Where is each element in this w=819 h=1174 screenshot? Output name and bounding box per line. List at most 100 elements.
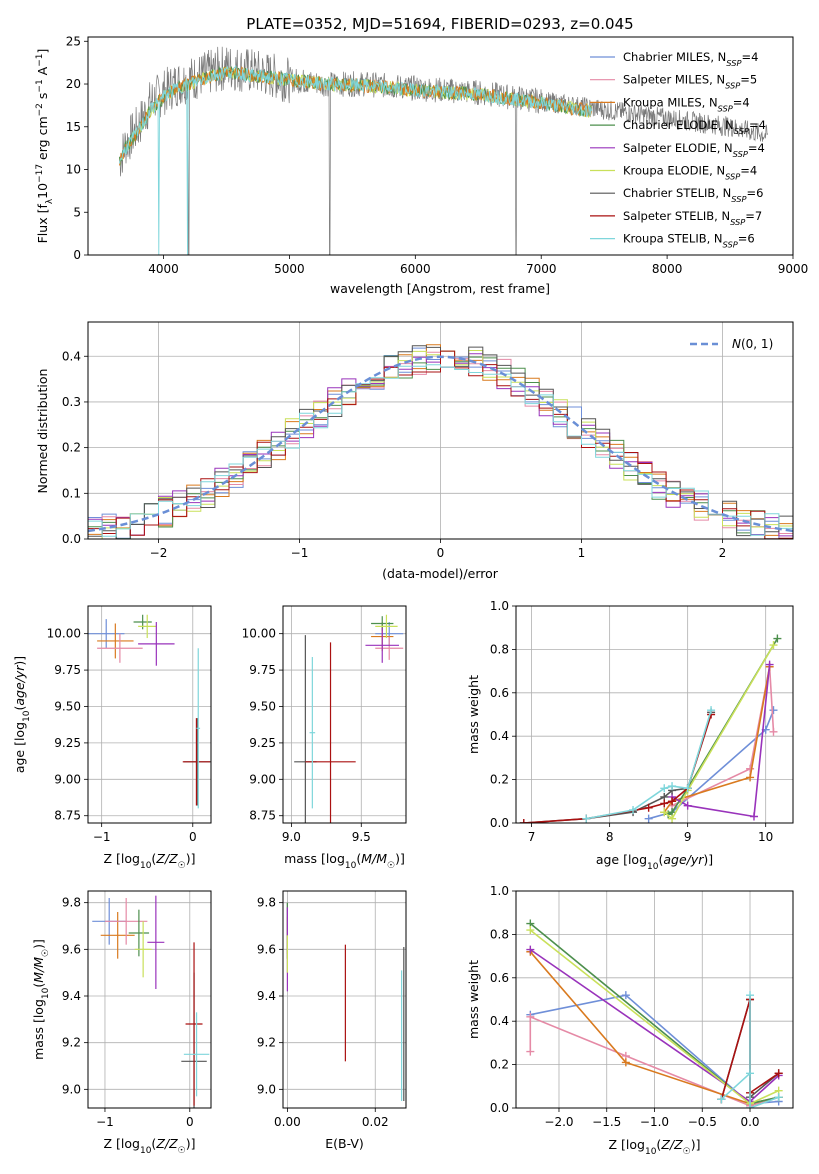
y-tick-label: 9.25: [249, 736, 276, 750]
label-part: (: [151, 1136, 156, 1151]
weight-line: [586, 709, 712, 820]
x-tick-label: 9.5: [352, 830, 371, 844]
x-axis-label: Z [log10(Z/Z☉)]: [609, 1137, 701, 1157]
legend-entry: Kroupa MILES, NSSP=4: [623, 95, 750, 113]
label-part: erg cm: [35, 116, 50, 164]
label-part: mass weight: [466, 960, 481, 1039]
label-part: )]: [186, 1136, 196, 1151]
label-part: Flux [f: [35, 204, 50, 244]
plot-area: [119, 46, 768, 255]
label-part: SSP: [733, 149, 748, 159]
legend-entry: Salpeter MILES, NSSP=5: [623, 73, 757, 91]
y-tick-label: 9.0: [257, 1082, 276, 1096]
weight-marker: [660, 799, 669, 808]
weight-marker: [774, 1093, 783, 1102]
plot-area: [286, 902, 405, 1101]
y-tick-label: 0.2: [490, 1058, 509, 1072]
legend-entry: Salpeter ELODIE, NSSP=4: [623, 141, 765, 159]
weight-marker: [629, 805, 638, 814]
label-part: ☉: [178, 1146, 186, 1156]
label-part: Z/Z: [155, 1136, 178, 1151]
x-tick-label: 7000: [526, 262, 557, 276]
axes-frame: [282, 890, 407, 1109]
x-axis-label: E(B-V): [325, 1136, 364, 1151]
y-tick-label: 9.75: [54, 663, 81, 677]
y-tick-label: 10: [66, 163, 81, 177]
legend-entry: Chabrier STELIB, NSSP=6: [623, 186, 763, 204]
label-part: (: [658, 852, 663, 867]
weight-marker: [526, 1047, 535, 1056]
label-part: Kroupa ELODIE, N: [623, 164, 725, 178]
y-axis-label: Flux [fλ10−17 erg cm−2 s−1 A−1]: [35, 49, 55, 244]
label-part: M/M: [31, 957, 46, 983]
y-tick-label: 0.0: [490, 816, 509, 830]
x-tick-label: 4000: [148, 262, 179, 276]
residual-histogram: [88, 350, 793, 539]
weight-marker: [765, 660, 774, 669]
label-part: SSP: [725, 172, 740, 182]
y-tick-label: 9.4: [257, 989, 276, 1003]
label-part: Z [log: [104, 851, 140, 866]
y-tick-label: 0.4: [490, 729, 509, 743]
label-part: Z [log: [609, 1137, 645, 1152]
weight-marker: [526, 926, 535, 935]
label-part: =4: [740, 164, 757, 178]
y-tick-label: 10.00: [47, 627, 81, 641]
label-part: 10: [140, 861, 152, 871]
y-tick-label: 0.8: [490, 927, 509, 941]
label-part: 10: [345, 861, 357, 871]
label-part: Normed distribution: [35, 369, 50, 494]
y-tick-label: 9.8: [257, 896, 276, 910]
x-axis-label: (data-model)/error: [382, 566, 499, 581]
figure-title: PLATE=0352, MJD=51694, FIBERID=0293, z=0…: [246, 15, 633, 33]
plot-area: [88, 344, 793, 539]
y-tick-label: 15: [66, 120, 81, 134]
label-part: Salpeter MILES, N: [623, 73, 725, 87]
panel-age_vs_mass: 9.0 9.5 8.75 9.00 9.25 9.50 9.75 10.00 mass [log…: [242, 605, 407, 871]
label-part: )]: [12, 656, 27, 666]
label-part: SSP: [734, 126, 749, 136]
label-part: )]: [691, 1137, 701, 1152]
weight-line: [648, 709, 775, 820]
y-tick-label: 9.6: [257, 942, 276, 956]
label-part: ☉: [387, 861, 395, 871]
y-tick-label: 5: [73, 205, 81, 219]
label-part: Chabrier MILES, N: [623, 50, 726, 64]
y-tick-label: 8.75: [54, 809, 81, 823]
weight-marker: [683, 784, 692, 793]
label-part: Kroupa MILES, N: [623, 95, 718, 109]
label-part: SSP: [731, 194, 746, 204]
legend-entry: Chabrier ELODIE, NSSP=4: [623, 118, 766, 136]
y-tick-label: 9.2: [257, 1036, 276, 1050]
weight-marker: [621, 1058, 630, 1067]
model-spectrum: [119, 65, 593, 255]
y-tick-label: 9.8: [62, 896, 81, 910]
y-tick-label: 9.6: [62, 942, 81, 956]
label-part: =6: [746, 186, 763, 200]
label-part: =5: [740, 73, 757, 87]
axes-frame: [87, 36, 794, 256]
label-part: )]: [703, 852, 713, 867]
x-tick-label: 8000: [652, 262, 683, 276]
weight-line: [663, 644, 775, 820]
weight-marker: [746, 764, 755, 773]
label-part: )]: [186, 851, 196, 866]
x-tick-label: 0.02: [362, 1115, 389, 1129]
weight-marker: [526, 1012, 535, 1021]
y-tick-label: 9.0: [62, 1082, 81, 1096]
legend-entry: Chabrier MILES, NSSP=4: [623, 50, 758, 68]
x-tick-label: 6000: [400, 262, 431, 276]
x-tick-label: 0: [186, 1115, 194, 1129]
label-part: ☉: [178, 861, 186, 871]
weight-marker: [746, 991, 755, 1000]
x-tick-label: 9.0: [282, 830, 301, 844]
y-tick-label: 0.2: [490, 773, 509, 787]
weight-marker: [769, 706, 778, 715]
label-part: =4: [741, 50, 758, 64]
label-part: 10: [22, 710, 32, 722]
y-tick-label: 0.8: [490, 642, 509, 656]
label-part: −1: [35, 54, 45, 67]
